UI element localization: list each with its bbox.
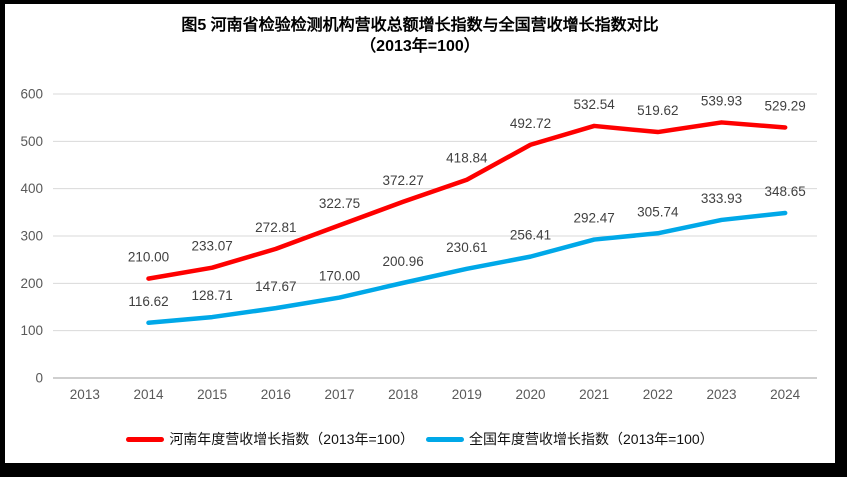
x-tick-label: 2014 [133,387,164,402]
legend: 河南年度营收增长指数（2013年=100） 全国年度营收增长指数（2013年=1… [5,429,835,449]
legend-label-henan: 河南年度营收增长指数（2013年=100） [169,431,414,447]
legend-item-national: 全国年度营收增长指数（2013年=100） [426,429,714,449]
y-tick-label: 100 [20,323,43,338]
data-label: 519.62 [637,103,678,118]
data-label: 539.93 [701,93,742,108]
data-label: 256.41 [510,228,551,243]
data-label: 418.84 [446,151,488,166]
y-tick-label: 500 [20,134,43,149]
x-tick-label: 2015 [197,387,227,402]
data-label: 230.61 [446,240,487,255]
x-tick-label: 2024 [770,387,801,402]
x-tick-label: 2017 [324,387,354,402]
y-tick-label: 200 [20,276,43,291]
data-label: 233.07 [192,239,233,254]
legend-item-henan: 河南年度营收增长指数（2013年=100） [126,429,414,449]
data-label: 372.27 [383,173,424,188]
y-tick-label: 600 [20,87,43,102]
data-label: 333.93 [701,191,742,206]
x-tick-label: 2018 [388,387,418,402]
data-label: 305.74 [637,204,679,219]
data-label: 492.72 [510,116,551,131]
y-tick-label: 300 [20,229,43,244]
chart-title-line2: （2013年=100） [360,38,480,55]
series-line-0 [146,120,788,281]
data-label: 128.71 [192,288,233,303]
y-tick-label: 0 [35,371,43,386]
line-chart: 0 100 200 300 400 500 600 2013 2014 2015 2016 2017 2… [20,87,817,402]
data-label: 532.54 [574,97,616,112]
x-tick-label: 2021 [579,387,609,402]
data-label: 272.81 [255,220,296,235]
data-label: 200.96 [383,254,424,269]
data-label: 170.00 [319,269,360,284]
x-tick-label: 2016 [261,387,291,402]
x-tick-label: 2020 [515,387,545,402]
x-tick-label: 2019 [452,387,482,402]
data-label: 292.47 [574,211,615,226]
legend-swatch-national-icon [426,436,464,442]
data-label: 116.62 [128,294,168,309]
data-label: 529.29 [765,98,806,113]
chart-title: 图5 河南省检验检测机构营收总额增长指数与全国营收增长指数对比 （2013年=1… [5,15,835,57]
legend-swatch-henan-icon [126,436,165,442]
x-tick-label: 2023 [706,387,736,402]
series-line-1 [146,210,788,326]
x-tick-label: 2022 [643,387,673,402]
x-tick-label: 2013 [70,387,100,402]
legend-label-national: 全国年度营收增长指数（2013年=100） [469,431,714,447]
y-tick-label: 400 [20,181,43,196]
data-label: 322.75 [319,196,360,211]
chart-title-line1: 图5 河南省检验检测机构营收总额增长指数与全国营收增长指数对比 [181,17,659,34]
data-label: 348.65 [765,184,806,199]
data-label: 210.00 [128,250,169,265]
data-label: 147.67 [255,279,296,294]
